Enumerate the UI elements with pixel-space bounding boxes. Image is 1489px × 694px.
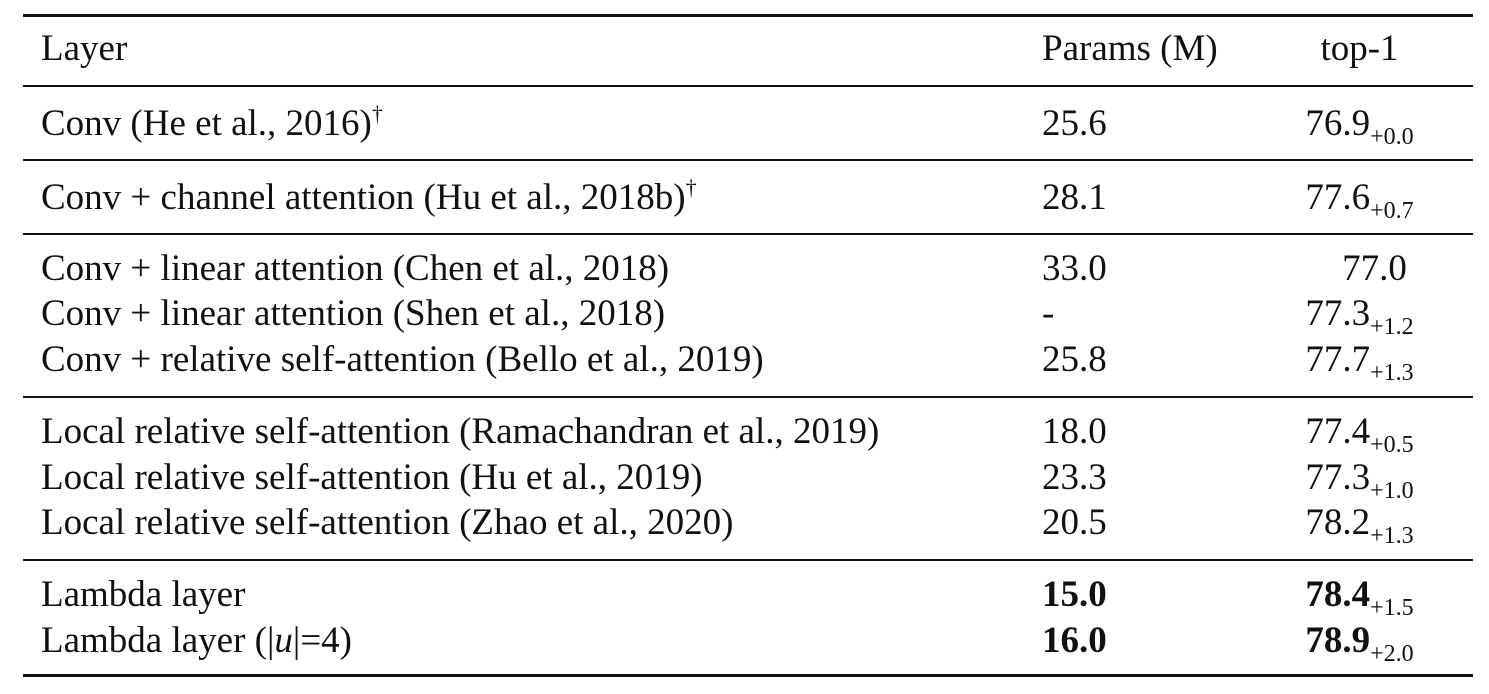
layer-name: Local relative self-attention (Zhao et a… [41,502,734,543]
top1-cell: 78.9+2.0 [1276,618,1443,667]
params-value: 25.6 [1042,103,1107,144]
table-row: Conv (He et al., 2016)† 25.6 76.9+0.0 [23,101,1473,150]
params-value: 23.3 [1042,457,1107,498]
top1-value: 77.4 [1305,411,1371,452]
top1-value: 78.4 [1305,574,1371,615]
params-value: 20.5 [1042,502,1107,543]
layer-name-cell: Lambda layer (|u|=4) [41,618,352,664]
table-row: Local relative self-attention (Ramachand… [23,409,1473,458]
top1-delta: +2.0 [1370,641,1414,667]
results-table: Layer Params (M) top-1 Conv (He et al., … [23,0,1473,694]
table-row: Local relative self-attention (Hu et al.… [23,455,1473,504]
table-row: Local relative self-attention (Zhao et a… [23,500,1473,549]
group-rule [23,159,1473,161]
layer-name: Conv + relative self-attention (Bello et… [41,339,764,380]
layer-name-cell: Conv (He et al., 2016)† [41,101,383,147]
table-row: Conv + channel attention (Hu et al., 201… [23,175,1473,224]
dagger-mark: † [685,175,697,200]
top1-value: 77.6 [1305,177,1371,218]
dagger-mark: † [371,101,383,126]
group-rule [23,559,1473,561]
top1-value: 77.3 [1305,293,1371,334]
params-value: 15.0 [1042,574,1107,615]
group-rule [23,233,1473,235]
top1-delta: +0.0 [1370,124,1414,150]
params-value: 18.0 [1042,411,1107,452]
params-value: 25.8 [1042,339,1107,380]
header-params: Params (M) [1042,28,1218,69]
top1-cell: 77.3+1.2 [1276,291,1443,340]
top1-cell: 78.2+1.3 [1276,500,1443,549]
params-value: 33.0 [1042,248,1107,289]
top1-delta: +1.2 [1370,314,1414,340]
table-row: Conv + linear attention (Chen et al., 20… [23,246,1473,292]
top1-delta: +1.5 [1370,595,1414,621]
group-rule [23,396,1473,398]
layer-name-prefix: Lambda layer (| [41,620,275,661]
top1-value: 76.9 [1305,103,1371,144]
layer-name-cell: Conv + channel attention (Hu et al., 201… [41,175,697,221]
header-top1: top-1 [1320,28,1399,69]
params-value: 16.0 [1042,620,1107,661]
params-value: - [1042,293,1055,334]
layer-name: Conv (He et al., 2016) [41,103,372,144]
top1-value: 77.0 [1342,248,1407,289]
variable-u: u [274,620,293,661]
top1-delta: +0.7 [1370,198,1414,224]
layer-name-suffix: |=4) [292,620,353,661]
top1-value: 77.7 [1305,339,1371,380]
table-row: Conv + linear attention (Shen et al., 20… [23,291,1473,340]
layer-name: Local relative self-attention (Ramachand… [41,411,880,452]
header-rule [23,85,1473,87]
top1-value: 78.2 [1305,502,1371,543]
table-row: Conv + relative self-attention (Bello et… [23,337,1473,386]
table-row: Lambda layer 15.0 78.4+1.5 [23,572,1473,621]
top1-delta: +1.3 [1370,360,1414,386]
bottom-rule [23,674,1473,677]
params-value: 28.1 [1042,177,1107,218]
top-rule [23,14,1473,17]
header-layer: Layer [41,28,128,69]
top1-cell: 76.9+0.0 [1276,101,1443,150]
top1-cell: 77.3+1.0 [1276,455,1443,504]
layer-name: Conv + channel attention (Hu et al., 201… [41,177,686,218]
top1-delta: +1.0 [1370,478,1414,504]
top1-value: 78.9 [1305,620,1371,661]
top1-cell: 77.7+1.3 [1276,337,1443,386]
top1-value: 77.3 [1305,457,1371,498]
layer-name: Conv + linear attention (Chen et al., 20… [41,248,670,289]
top1-cell: 77.6+0.7 [1276,175,1443,224]
layer-name: Conv + linear attention (Shen et al., 20… [41,293,666,334]
header-row: Layer Params (M) top-1 [23,26,1473,72]
top1-cell: 77.4+0.5 [1276,409,1443,458]
table-row: Lambda layer (|u|=4) 16.0 78.9+2.0 [23,618,1473,667]
top1-delta: +0.5 [1370,432,1414,458]
layer-name: Lambda layer [41,574,246,615]
top1-delta: +1.3 [1370,523,1414,549]
layer-name: Local relative self-attention (Hu et al.… [41,457,703,498]
top1-cell: 78.4+1.5 [1276,572,1443,621]
